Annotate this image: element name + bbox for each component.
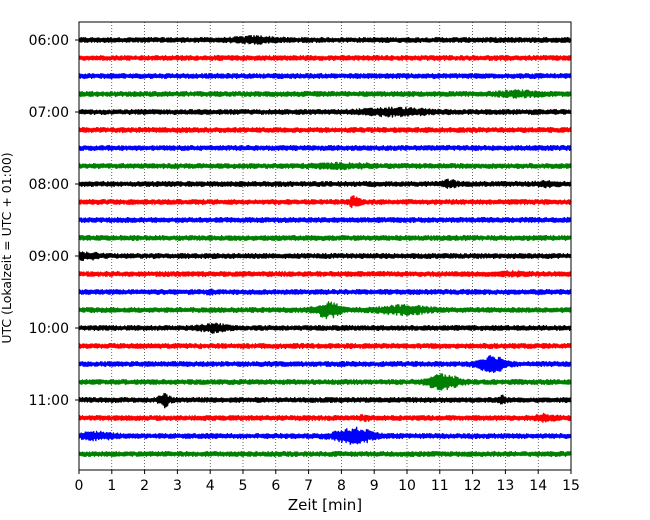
seismic-trace-1130	[78, 426, 572, 445]
y-tick-label: 07:00	[29, 105, 69, 121]
seismic-trace-1115	[78, 412, 572, 423]
x-tick-label: 9	[370, 478, 379, 494]
seismic-trace-0930	[78, 288, 572, 296]
x-tick-label: 6	[271, 478, 280, 494]
seismic-trace-1045	[78, 373, 572, 391]
seismic-trace-1000	[78, 322, 572, 334]
seismic-trace-0630	[78, 72, 572, 80]
seismic-trace-0915	[78, 269, 572, 278]
x-axis-label: Zeit [min]	[288, 496, 362, 514]
x-tick-label: 12	[464, 478, 482, 494]
y-axis-label: UTC (Lokalzeit = UTC + 01:00)	[0, 152, 14, 343]
seismic-trace-0645	[78, 89, 572, 99]
seismic-trace-1030	[78, 354, 572, 374]
seismic-trace-0730	[78, 144, 572, 152]
seismic-trace-1015	[78, 342, 572, 350]
y-axis-ticks: 06:00 07:00 08:00 09:00 10:00 11:00	[29, 33, 79, 409]
y-tick-label: 10:00	[29, 321, 69, 337]
x-tick-label: 4	[206, 478, 215, 494]
seismic-trace-0715	[78, 126, 572, 134]
seismic-trace-0815	[78, 195, 572, 209]
seismic-trace-0845	[78, 234, 572, 242]
x-tick-label: 13	[496, 478, 514, 494]
y-tick-label: 06:00	[29, 33, 69, 49]
seismic-trace-0900	[78, 251, 572, 262]
x-tick-label: 14	[529, 478, 547, 494]
x-tick-label: 2	[140, 478, 149, 494]
x-tick-label: 10	[398, 478, 416, 494]
seismic-trace-0800	[78, 178, 572, 189]
x-tick-label: 3	[173, 478, 182, 494]
seismic-trace-1145	[78, 450, 572, 458]
seismic-trace-0615	[78, 54, 572, 62]
seismic-trace-0700	[78, 106, 572, 118]
x-tick-label: 8	[337, 478, 346, 494]
x-tick-label: 0	[75, 478, 84, 494]
seismic-trace-0600	[78, 34, 572, 45]
seismic-trace-1100	[78, 392, 572, 409]
seismic-trace-0830	[78, 216, 572, 224]
y-tick-label: 09:00	[29, 249, 69, 265]
plot-frame	[78, 21, 572, 471]
x-axis-ticks: 0 1 2 3 4 5 6 7 8 9 10 11 12 13 14 15	[75, 470, 580, 494]
x-tick-label: 11	[431, 478, 449, 494]
seismic-trace-0945	[78, 301, 572, 320]
x-tick-label: 1	[107, 478, 116, 494]
seismic-traces	[78, 34, 572, 458]
x-tick-label: 7	[304, 478, 313, 494]
x-tick-label: 15	[562, 478, 580, 494]
y-tick-label: 11:00	[29, 393, 69, 409]
y-tick-label: 08:00	[29, 177, 69, 193]
seismic-trace-0745	[78, 161, 572, 171]
x-tick-label: 5	[239, 478, 248, 494]
